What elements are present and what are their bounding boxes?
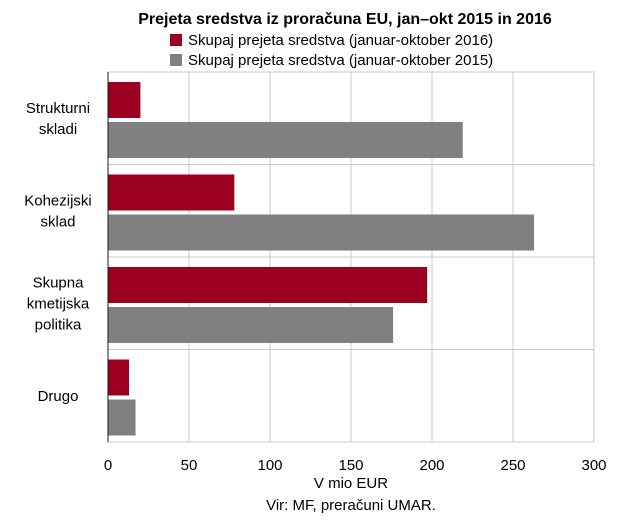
x-tick-label-200: 200 (419, 457, 444, 474)
bar-2016-0 (108, 82, 141, 118)
bar-2015-3 (108, 399, 136, 436)
category-label-2: Skupna kmetijska politika (27, 274, 90, 333)
bars (107, 72, 535, 442)
x-axis-ticks: 0 50 100 150 200 250 300 (104, 457, 607, 474)
bar-2016-3 (108, 359, 130, 396)
legend-swatch-0 (170, 34, 182, 46)
x-tick-label-100: 100 (257, 457, 282, 474)
bar-2015-1 (108, 214, 535, 251)
bar-2016-2 (108, 267, 428, 303)
category-label-3: Drugo (38, 388, 79, 405)
x-tick-label-250: 250 (500, 457, 525, 474)
x-axis-label: V mio EUR (314, 475, 388, 492)
legend-label-0: Skupaj prejeta sredstva (januar-oktober … (188, 32, 493, 49)
chart-title: Prejeta sredstva iz proračuna EU, jan–ok… (138, 11, 552, 28)
category-labels: Strukturni skladi Kohezijski sklad Skupna kme… (24, 100, 92, 405)
bar-2015-2 (108, 307, 394, 343)
x-tick-label-50: 50 (181, 457, 198, 474)
bar-2016-1 (108, 174, 235, 211)
x-tick-label-0: 0 (104, 457, 112, 474)
legend-label-1: Skupaj prejeta sredstva (januar-oktober … (188, 52, 493, 69)
x-tick-label-150: 150 (338, 457, 363, 474)
x-tick-label-300: 300 (581, 457, 606, 474)
category-label-1: Kohezijski sklad (24, 192, 92, 230)
source-note: Vir: MF, preračuni UMAR. (266, 497, 436, 514)
legend: Skupaj prejeta sredstva (januar-oktober … (170, 32, 493, 69)
bar-2015-0 (108, 122, 463, 158)
legend-swatch-1 (170, 54, 182, 66)
category-label-0: Strukturni skladi (26, 100, 90, 138)
